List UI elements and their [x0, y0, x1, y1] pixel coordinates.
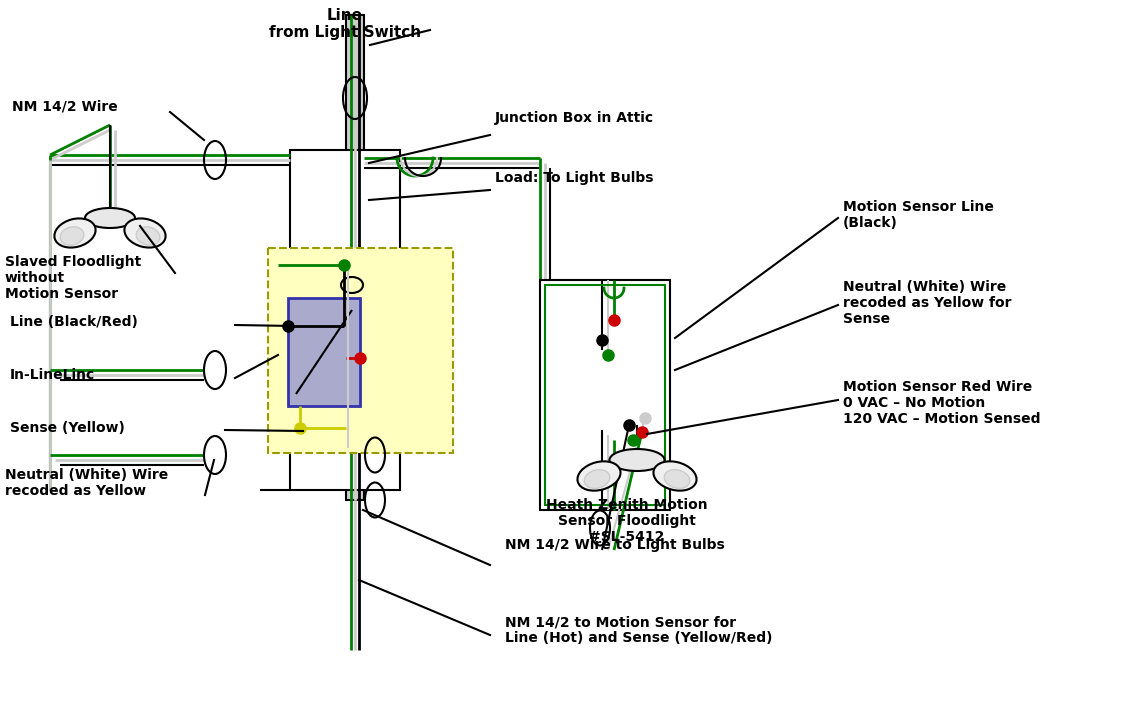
Ellipse shape: [664, 470, 690, 488]
Text: Heath Zenith Motion
Sensor Floodlight
#SL-5412: Heath Zenith Motion Sensor Floodlight #S…: [546, 498, 708, 545]
Text: Motion Sensor Red Wire
0 VAC – No Motion
120 VAC – Motion Sensed: Motion Sensor Red Wire 0 VAC – No Motion…: [843, 380, 1040, 426]
Text: Line
from Light Switch: Line from Light Switch: [269, 8, 421, 41]
Bar: [291, 150, 400, 490]
Ellipse shape: [578, 461, 620, 491]
Text: Line (Black/Red): Line (Black/Red): [10, 315, 137, 329]
Ellipse shape: [54, 218, 96, 247]
Text: NM 14/2 Wire: NM 14/2 Wire: [12, 100, 118, 114]
Bar: [346, 15, 364, 500]
Text: Junction Box in Attic: Junction Box in Attic: [495, 111, 654, 125]
Text: Neutral (White) Wire
recoded as Yellow: Neutral (White) Wire recoded as Yellow: [5, 468, 168, 498]
Bar: [288, 298, 360, 406]
Bar: [545, 285, 665, 505]
Text: NM 14/2 to Motion Sensor for
Line (Hot) and Sense (Yellow/Red): NM 14/2 to Motion Sensor for Line (Hot) …: [504, 615, 772, 645]
Ellipse shape: [609, 449, 664, 471]
Text: NM 14/2 Wire to Light Bulbs: NM 14/2 Wire to Light Bulbs: [504, 538, 725, 552]
Text: Motion Sensor Line
(Black): Motion Sensor Line (Black): [843, 200, 994, 230]
Text: Neutral (White) Wire
recoded as Yellow for
Sense: Neutral (White) Wire recoded as Yellow f…: [843, 280, 1011, 327]
Ellipse shape: [84, 208, 135, 228]
Text: Slaved Floodlight
without
Motion Sensor: Slaved Floodlight without Motion Sensor: [5, 255, 141, 302]
Ellipse shape: [584, 470, 610, 488]
Text: In-LineLinc: In-LineLinc: [10, 368, 96, 382]
Bar: [268, 248, 453, 453]
Text: Sense (Yellow): Sense (Yellow): [10, 421, 125, 435]
Ellipse shape: [136, 227, 160, 245]
Ellipse shape: [60, 227, 83, 245]
Bar: [540, 280, 670, 510]
Ellipse shape: [653, 461, 697, 491]
Ellipse shape: [124, 218, 166, 247]
Text: Load: To Light Bulbs: Load: To Light Bulbs: [495, 171, 653, 185]
